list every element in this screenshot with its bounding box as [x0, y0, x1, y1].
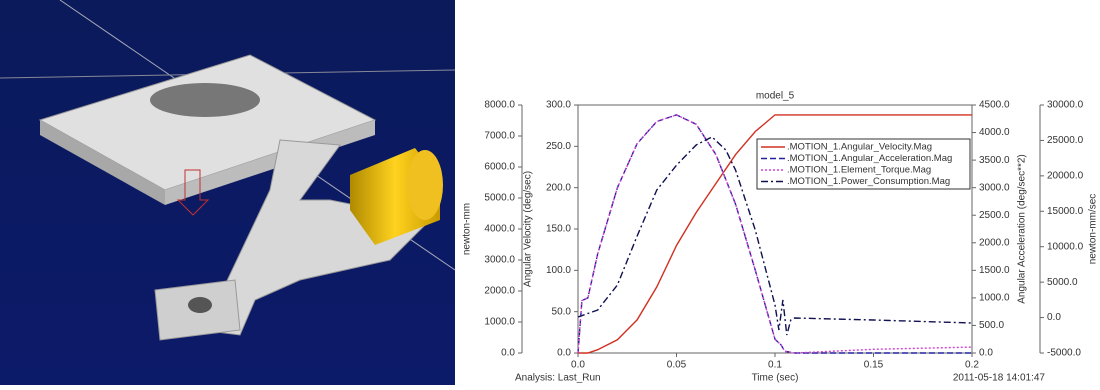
y-tick-label: 4000.0 [979, 127, 1010, 138]
foot-hole [188, 297, 212, 313]
x-tick-label: 0.1 [768, 360, 782, 371]
y-axis-title: Angular Acceleration (deg/sec**2) [1017, 154, 1028, 304]
y-tick-label: 3000.0 [484, 255, 515, 266]
y-tick-label: 2500.0 [979, 210, 1010, 221]
chart-title: model_5 [756, 91, 795, 102]
y-tick-label: 10000.0 [1047, 241, 1084, 252]
legend-label: .MOTION_1.Element_Torque.Mag [787, 165, 931, 176]
y-axis-title: newton-mm/sec [1088, 194, 1099, 265]
x-tick-label: 0.2 [965, 360, 979, 371]
y-tick-label: 300.0 [546, 100, 571, 111]
y-tick-label: 25000.0 [1047, 135, 1084, 146]
y-tick-label: 8000.0 [484, 100, 515, 111]
legend-label: .MOTION_1.Angular_Velocity.Mag [787, 142, 932, 153]
y-tick-label: 3500.0 [979, 155, 1010, 166]
y-tick-label: 0.0 [557, 348, 571, 359]
y-tick-label: 5000.0 [484, 193, 515, 204]
plate-hole [150, 83, 260, 117]
y-tick-label: 3000.0 [979, 182, 1010, 193]
legend-label: .MOTION_1.Angular_Acceleration.Mag [787, 153, 952, 164]
y-tick-label: 0.0 [979, 348, 993, 359]
timestamp: 2011-05-18 14:01:47 [953, 373, 1046, 384]
x-tick-label: 0.0 [571, 360, 585, 371]
y-tick-label: 0.0 [1047, 312, 1061, 323]
screen: model_5 Time (sec) Analysis: Last_Run 20… [0, 0, 1100, 385]
x-axis-title: Time (sec) [752, 373, 799, 384]
analysis-label: Analysis: Last_Run [515, 373, 601, 384]
y-tick-label: 1000.0 [979, 293, 1010, 304]
y-tick-label: 1500.0 [979, 265, 1010, 276]
y-tick-label: 500.0 [979, 320, 1004, 331]
legend-label: .MOTION_1.Power_Consumption.Mag [787, 176, 950, 187]
x-tick-label: 0.15 [864, 360, 884, 371]
y-tick-label: 2000.0 [484, 286, 515, 297]
y-tick-label: 200.0 [546, 182, 571, 193]
y-tick-label: 100.0 [546, 265, 571, 276]
y-tick-label: 250.0 [546, 141, 571, 152]
y-tick-label: 7000.0 [484, 131, 515, 142]
y-tick-label: 20000.0 [1047, 170, 1084, 181]
model-view [0, 0, 455, 385]
y-tick-label: 5000.0 [1047, 277, 1078, 288]
x-tick-label: 0.05 [667, 360, 687, 371]
y-axis-title: Angular Velocity (deg/sec) [523, 171, 534, 287]
y-tick-label: 0.0 [501, 348, 515, 359]
page: model_5 Time (sec) Analysis: Last_Run 20… [0, 0, 1100, 390]
y-tick-label: 30000.0 [1047, 100, 1084, 111]
y-axis-title: newton-mm [462, 203, 473, 255]
y-tick-label: 4500.0 [979, 100, 1010, 111]
y-tick-label: 50.0 [552, 306, 572, 317]
y-tick-label: 15000.0 [1047, 206, 1084, 217]
y-tick-label: 150.0 [546, 224, 571, 235]
y-tick-label: 6000.0 [484, 162, 515, 173]
chart: model_5 Time (sec) Analysis: Last_Run 20… [462, 91, 1099, 384]
y-tick-label: 4000.0 [484, 224, 515, 235]
y-tick-label: 1000.0 [484, 317, 515, 328]
y-tick-label: 2000.0 [979, 237, 1010, 248]
motor-end [407, 150, 443, 220]
y-tick-label: -5000.0 [1047, 348, 1081, 359]
